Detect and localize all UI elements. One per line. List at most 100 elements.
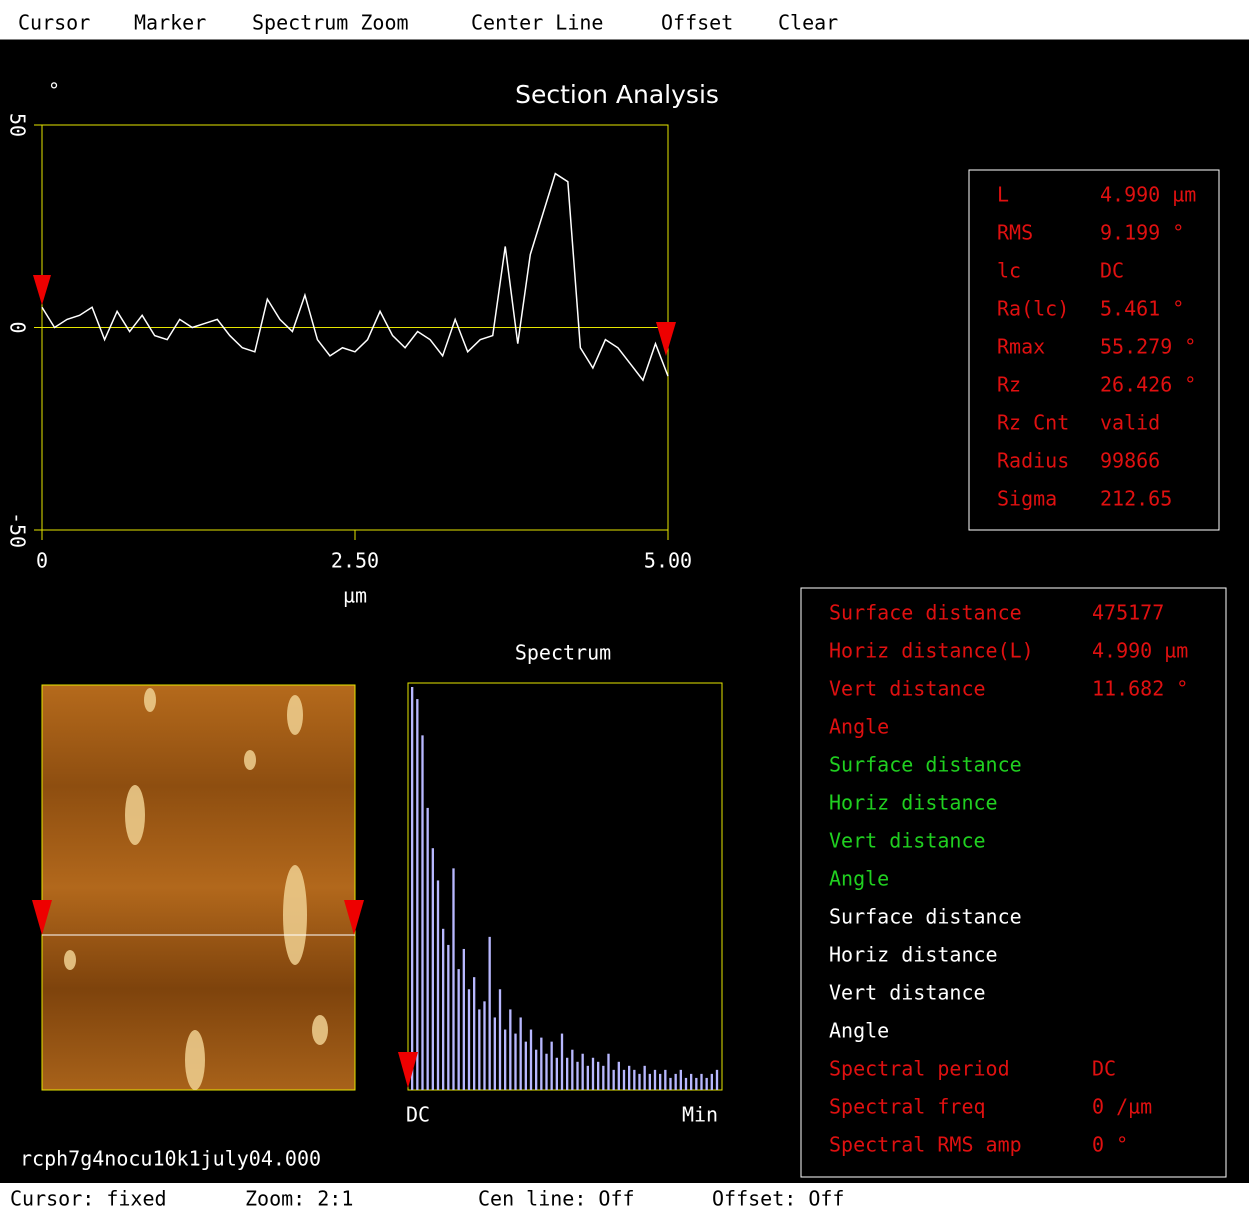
spectrum-bar xyxy=(618,1062,620,1090)
spectrum-bar xyxy=(649,1074,651,1090)
measurement-label: Angle xyxy=(829,867,889,891)
stat-value: 212.65 xyxy=(1100,487,1172,511)
spectrum-bar xyxy=(561,1034,563,1090)
x-axis-label: µm xyxy=(343,584,367,608)
spectrum-bar xyxy=(613,1070,615,1090)
spectrum-bar xyxy=(452,868,454,1090)
spectrum-bar xyxy=(675,1074,677,1090)
menu-item[interactable]: Spectrum Zoom xyxy=(252,11,409,35)
spectrum-bar xyxy=(551,1042,553,1090)
spectrum-bar xyxy=(680,1070,682,1090)
stat-label: Rmax xyxy=(997,335,1045,359)
status-item: Offset: Off xyxy=(712,1187,844,1211)
stat-label: lc xyxy=(997,259,1021,283)
spectrum-bar xyxy=(530,1030,532,1090)
x-tick-label: 5.00 xyxy=(644,549,692,573)
y-tick-label: 50 xyxy=(6,113,30,137)
spectrum-bar xyxy=(695,1078,697,1090)
measurement-label: Horiz distance(L) xyxy=(829,639,1034,663)
stat-value: 55.279 ° xyxy=(1100,335,1196,359)
spectrum-bar xyxy=(592,1058,594,1090)
x-tick-label: 0 xyxy=(36,549,48,573)
spectrum-bar xyxy=(685,1078,687,1090)
spectrum-bar xyxy=(427,808,429,1090)
spectrum-bar xyxy=(587,1066,589,1090)
measurement-label: Spectral RMS amp xyxy=(829,1133,1022,1157)
menu-item[interactable]: Clear xyxy=(778,11,838,35)
measurement-value: 11.682 ° xyxy=(1092,677,1188,701)
status-item: Zoom: 2:1 xyxy=(245,1187,353,1211)
x-tick-label: 2.50 xyxy=(331,549,379,573)
stat-label: RMS xyxy=(997,221,1033,245)
spectrum-bar xyxy=(669,1078,671,1090)
spectrum-bar xyxy=(597,1062,599,1090)
measurement-label: Angle xyxy=(829,1019,889,1043)
stat-label: Ra(lc) xyxy=(997,297,1069,321)
y-tick-label: -50 xyxy=(6,512,30,548)
measurement-value: DC xyxy=(1092,1057,1116,1081)
stat-value: 99866 xyxy=(1100,449,1160,473)
menu-item[interactable]: Marker xyxy=(134,11,206,35)
measurement-value: 475177 xyxy=(1092,601,1164,625)
spectrum-bar xyxy=(525,1042,527,1090)
spectrum-bar xyxy=(468,989,470,1090)
afm-image xyxy=(32,685,364,1090)
spectrum-bar xyxy=(700,1074,702,1090)
measurement-label: Vert distance xyxy=(829,981,986,1005)
stat-value: valid xyxy=(1100,411,1160,435)
measurement-label: Spectral freq xyxy=(829,1095,986,1119)
measurement-label: Surface distance xyxy=(829,753,1022,777)
measurement-value: 0 ° xyxy=(1092,1133,1128,1157)
spectrum-bar xyxy=(623,1070,625,1090)
spectrum-bar xyxy=(633,1070,635,1090)
spectrum-bar xyxy=(463,949,465,1090)
spectrum-bar xyxy=(442,929,444,1090)
spectrum-bar xyxy=(411,687,413,1090)
spectrum-bar xyxy=(473,977,475,1090)
spectrum-title: Spectrum xyxy=(515,641,611,665)
spectrum-bar xyxy=(571,1050,573,1090)
spectrum-bar xyxy=(504,1030,506,1090)
menu-item[interactable]: Offset xyxy=(661,11,733,35)
measurement-label: Spectral period xyxy=(829,1057,1010,1081)
spectrum-bar xyxy=(447,945,449,1090)
spectrum-bar xyxy=(514,1034,516,1090)
section-title: Section Analysis xyxy=(515,80,719,109)
spectrum-bar xyxy=(545,1054,547,1090)
stat-value: 5.461 ° xyxy=(1100,297,1184,321)
stat-label: Radius xyxy=(997,449,1069,473)
spectrum-bar xyxy=(716,1070,718,1090)
measurement-label: Angle xyxy=(829,715,889,739)
spectrum-bar xyxy=(566,1058,568,1090)
spectrum-bar xyxy=(499,989,501,1090)
spectrum-bar xyxy=(607,1054,609,1090)
stat-label: L xyxy=(997,183,1009,207)
spectrum-bar xyxy=(437,880,439,1090)
measurement-value: 4.990 µm xyxy=(1092,639,1188,663)
spectrum-bar xyxy=(556,1058,558,1090)
stat-label: Rz Cnt xyxy=(997,411,1069,435)
spectrum-bar xyxy=(690,1074,692,1090)
stat-value: 9.199 ° xyxy=(1100,221,1184,245)
filename: rcph7g4nocu10k1july04.000 xyxy=(20,1147,321,1171)
spectrum-bar xyxy=(509,1009,511,1090)
spectrum-bar xyxy=(483,1001,485,1090)
menu-item[interactable]: Cursor xyxy=(18,11,90,35)
spectrum-bar xyxy=(664,1070,666,1090)
spectrum-bar xyxy=(706,1078,708,1090)
spectrum-bar xyxy=(494,1017,496,1090)
spectrum-left-label: DC xyxy=(406,1103,430,1127)
menu-item[interactable]: Center Line xyxy=(471,11,603,35)
spectrum-bar xyxy=(582,1054,584,1090)
spectrum-bar xyxy=(540,1038,542,1090)
app-window: Cursor Marker Spectrum Zoom Center Line Offs… xyxy=(0,0,1249,1216)
y-unit: ° xyxy=(48,79,60,103)
spectrum-bar xyxy=(628,1066,630,1090)
spectrum-right-label: Min xyxy=(682,1103,718,1127)
measurement-label: Surface distance xyxy=(829,905,1022,929)
stat-value: 4.990 µm xyxy=(1100,183,1196,207)
spectrum-bar xyxy=(416,699,418,1090)
spectrum-bar xyxy=(535,1050,537,1090)
spectrum-bar xyxy=(489,937,491,1090)
spectrum-bar xyxy=(644,1066,646,1090)
